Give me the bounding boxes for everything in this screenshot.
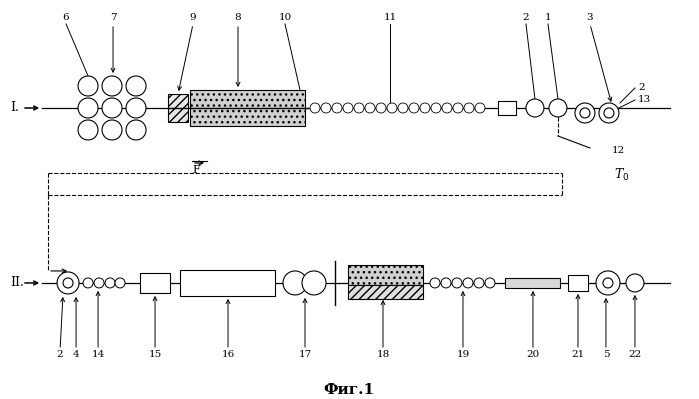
Circle shape bbox=[596, 271, 620, 295]
Text: 11: 11 bbox=[383, 14, 396, 22]
Bar bbox=[348, 285, 423, 299]
Bar bbox=[190, 90, 305, 126]
Circle shape bbox=[283, 271, 307, 295]
Circle shape bbox=[420, 103, 430, 113]
Text: 2: 2 bbox=[523, 14, 529, 22]
Bar bbox=[505, 278, 560, 288]
Circle shape bbox=[354, 103, 364, 113]
Text: 22: 22 bbox=[628, 350, 642, 359]
Text: 14: 14 bbox=[92, 350, 105, 359]
Circle shape bbox=[78, 98, 98, 118]
Text: 2: 2 bbox=[638, 83, 644, 93]
Circle shape bbox=[321, 103, 331, 113]
Circle shape bbox=[365, 103, 375, 113]
Text: T$_0$: T$_0$ bbox=[614, 167, 630, 183]
Bar bbox=[168, 94, 188, 122]
Bar bbox=[140, 273, 170, 293]
Text: 10: 10 bbox=[278, 14, 291, 22]
Text: 12: 12 bbox=[612, 146, 625, 156]
Circle shape bbox=[463, 278, 473, 288]
Circle shape bbox=[599, 103, 619, 123]
Text: 16: 16 bbox=[222, 350, 235, 359]
Circle shape bbox=[603, 278, 613, 288]
Circle shape bbox=[83, 278, 93, 288]
Circle shape bbox=[441, 278, 451, 288]
Text: 2: 2 bbox=[57, 350, 64, 359]
Circle shape bbox=[430, 278, 440, 288]
Circle shape bbox=[310, 103, 320, 113]
Bar bbox=[498, 101, 516, 115]
Text: 21: 21 bbox=[571, 350, 584, 359]
Text: 15: 15 bbox=[148, 350, 161, 359]
Circle shape bbox=[376, 103, 386, 113]
Text: 7: 7 bbox=[110, 14, 116, 22]
Circle shape bbox=[626, 274, 644, 292]
Circle shape bbox=[94, 278, 104, 288]
Text: I.: I. bbox=[10, 101, 19, 115]
Text: 4: 4 bbox=[73, 350, 80, 359]
Circle shape bbox=[102, 98, 122, 118]
Circle shape bbox=[398, 103, 408, 113]
Circle shape bbox=[431, 103, 441, 113]
Bar bbox=[180, 270, 275, 296]
Text: 18: 18 bbox=[376, 350, 389, 359]
Bar bbox=[568, 275, 588, 291]
Circle shape bbox=[332, 103, 342, 113]
Text: 17: 17 bbox=[298, 350, 312, 359]
Circle shape bbox=[442, 103, 452, 113]
Circle shape bbox=[526, 99, 544, 117]
Circle shape bbox=[485, 278, 495, 288]
Text: 19: 19 bbox=[456, 350, 470, 359]
Circle shape bbox=[580, 108, 590, 118]
Circle shape bbox=[63, 278, 73, 288]
Circle shape bbox=[453, 103, 463, 113]
Circle shape bbox=[452, 278, 462, 288]
Text: 9: 9 bbox=[189, 14, 196, 22]
Circle shape bbox=[126, 76, 146, 96]
Text: 6: 6 bbox=[63, 14, 69, 22]
Bar bbox=[348, 265, 423, 285]
Circle shape bbox=[302, 271, 326, 295]
Text: II.: II. bbox=[10, 277, 24, 289]
Circle shape bbox=[102, 76, 122, 96]
Circle shape bbox=[105, 278, 115, 288]
Circle shape bbox=[387, 103, 397, 113]
Text: 3: 3 bbox=[586, 14, 593, 22]
Circle shape bbox=[115, 278, 125, 288]
Circle shape bbox=[409, 103, 419, 113]
Circle shape bbox=[126, 120, 146, 140]
Circle shape bbox=[464, 103, 474, 113]
Circle shape bbox=[126, 98, 146, 118]
Circle shape bbox=[575, 103, 595, 123]
Text: Фиг.1: Фиг.1 bbox=[324, 383, 375, 397]
Circle shape bbox=[604, 108, 614, 118]
Circle shape bbox=[549, 99, 567, 117]
Circle shape bbox=[475, 103, 485, 113]
Text: 8: 8 bbox=[235, 14, 241, 22]
Text: 5: 5 bbox=[603, 350, 610, 359]
Circle shape bbox=[343, 103, 353, 113]
Circle shape bbox=[78, 120, 98, 140]
Circle shape bbox=[102, 120, 122, 140]
Circle shape bbox=[474, 278, 484, 288]
Text: 1: 1 bbox=[545, 14, 552, 22]
Circle shape bbox=[57, 272, 79, 294]
Text: 20: 20 bbox=[526, 350, 540, 359]
Text: 13: 13 bbox=[638, 95, 651, 105]
Text: F: F bbox=[192, 165, 200, 175]
Circle shape bbox=[78, 76, 98, 96]
